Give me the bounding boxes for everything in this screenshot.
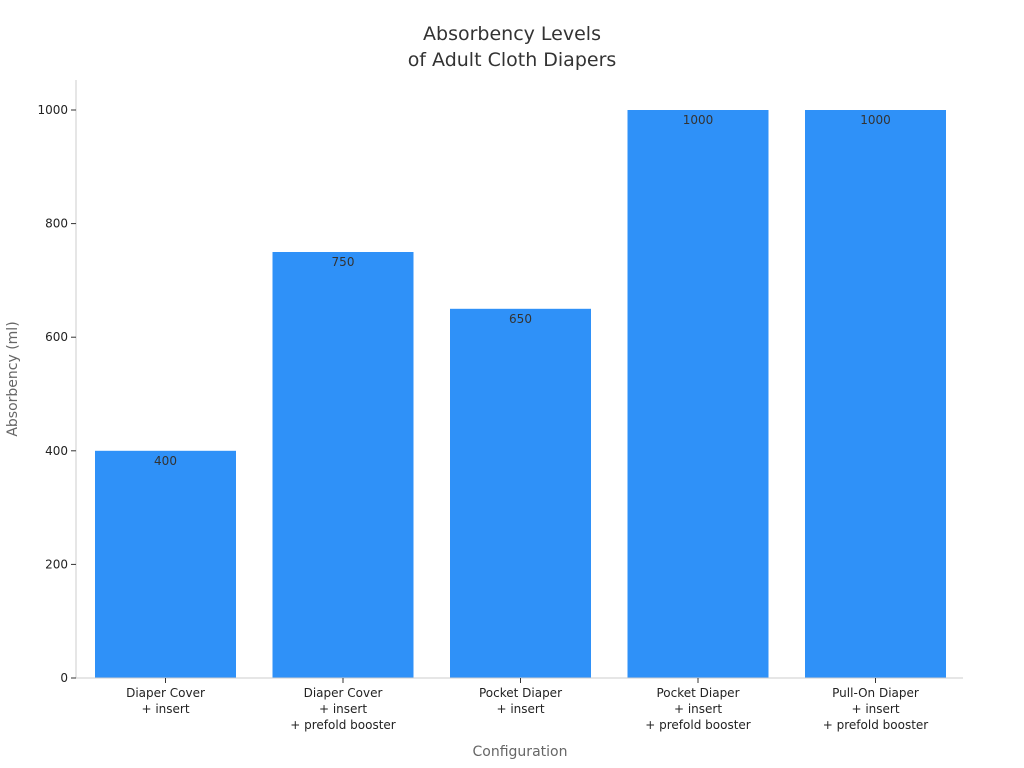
- y-axis-title: Absorbency (ml): [5, 321, 21, 436]
- bar-5: [805, 110, 946, 678]
- y-tick-label-600: 600: [45, 330, 68, 344]
- y-tick-label-1000: 1000: [37, 103, 68, 117]
- data-label-1: 400: [154, 454, 177, 468]
- x-tick-label-1-line-1: Diaper Cover: [126, 686, 205, 700]
- x-tick-label-2-line-1: Diaper Cover: [304, 686, 383, 700]
- x-tick-label-5-line-2: + insert: [851, 702, 899, 716]
- x-tick-label-2-line-3: + prefold booster: [290, 718, 396, 732]
- x-tick-label-5-line-1: Pull-On Diaper: [832, 686, 919, 700]
- bar-4: [627, 110, 769, 678]
- x-axis-title: Configuration: [473, 744, 568, 760]
- bar-1: [95, 450, 236, 678]
- y-tick-label-200: 200: [45, 557, 68, 571]
- data-label-3: 650: [509, 312, 532, 326]
- data-label-4: 1000: [683, 113, 714, 127]
- chart-title-line-2: of Adult Cloth Diapers: [408, 49, 617, 71]
- data-label-5: 1000: [860, 113, 891, 127]
- x-tick-label-2-line-2: + insert: [319, 702, 367, 716]
- x-tick-label-3-line-1: Pocket Diaper: [479, 686, 562, 700]
- y-tick-label-400: 400: [45, 444, 68, 458]
- x-tick-label-4-line-2: + insert: [674, 702, 722, 716]
- x-ticks-group: Diaper Cover + insert Diaper Cover + insert…: [126, 678, 928, 732]
- x-tick-label-4-line-1: Pocket Diaper: [656, 686, 739, 700]
- x-tick-label-3-line-2: + insert: [496, 702, 544, 716]
- bar-3: [450, 308, 591, 678]
- data-labels-group: 400 750 650 1000 1000: [154, 113, 891, 468]
- bar-2: [272, 252, 414, 678]
- chart-title-line-1: Absorbency Levels: [423, 23, 601, 45]
- x-tick-label-5-line-3: + prefold booster: [823, 718, 929, 732]
- y-tick-label-800: 800: [45, 217, 68, 231]
- x-tick-label-4-line-3: + prefold booster: [645, 718, 751, 732]
- bars-group: [95, 110, 946, 678]
- x-tick-label-1-line-2: + insert: [141, 702, 189, 716]
- y-ticks-group: 0 200 400 600 800 1000: [37, 103, 76, 685]
- data-label-2: 750: [332, 255, 355, 269]
- y-tick-label-0: 0: [60, 671, 68, 685]
